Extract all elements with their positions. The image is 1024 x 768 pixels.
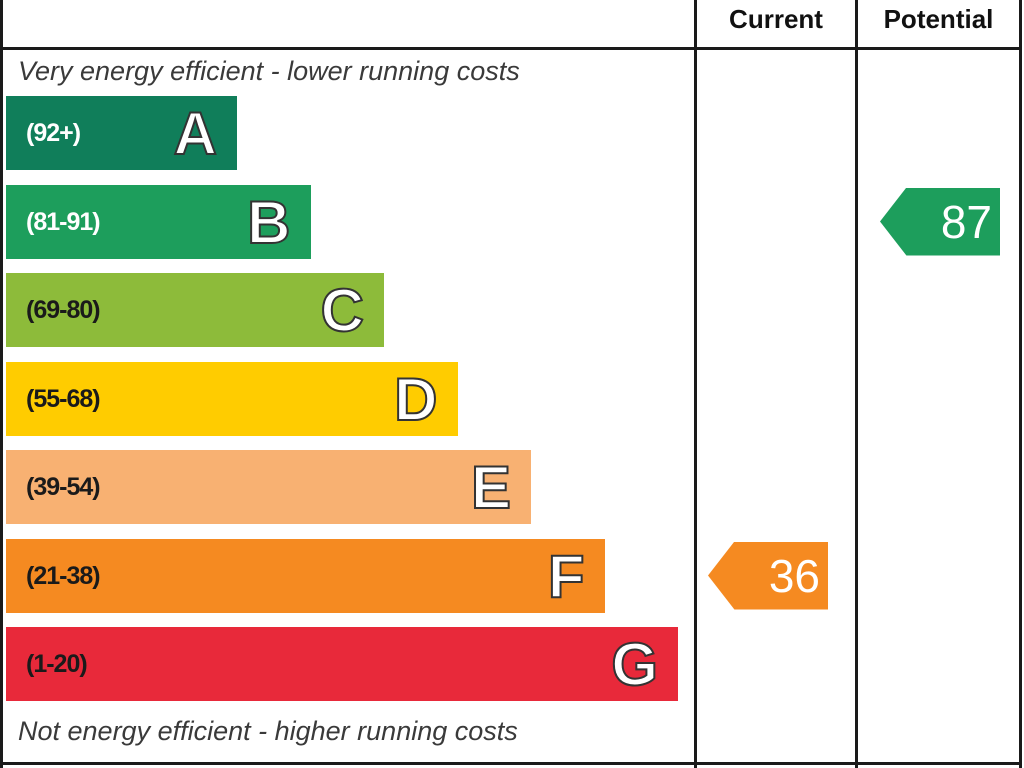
band-letter: C [320,276,365,345]
top-caption: Very energy efficient - lower running co… [18,56,520,86]
header-rule [0,47,1022,50]
band-range-label: (69-80) [26,296,101,324]
band-range-label: (81-91) [26,207,101,236]
band-range-label: (1-20) [26,650,88,678]
band-letter: E [470,453,512,522]
band-letter: A [173,99,218,168]
bottom-caption: Not energy efficient - higher running co… [18,716,518,746]
band-range-label: (55-68) [26,384,101,413]
current-rating-arrow: 36 [708,541,828,610]
band-letter: F [547,542,586,611]
potential-column-header: Potential [883,4,994,34]
left-border [0,0,3,768]
band-range-label: (21-38) [26,561,101,590]
rating-band-b: (81-91) B [6,184,311,259]
current-rating-value: 36 [768,549,820,602]
divider-potential [855,0,858,768]
rating-band-a: (92+) A [6,96,237,170]
right-border [1019,0,1022,768]
current-column-header: Current [729,4,823,34]
band-letter: B [246,188,291,257]
bottom-rule [0,762,1022,765]
potential-rating-value: 87 [940,195,992,248]
band-range-label: (39-54) [26,473,101,501]
rating-band-d: (55-68) D [6,361,458,436]
rating-band-c: (69-80) C [6,273,384,347]
band-range-label: (92+) [26,119,81,147]
rating-band-f: (21-38) F [6,538,605,613]
rating-band-g: (1-20) G [6,627,678,701]
band-letter: G [610,630,659,699]
potential-rating-arrow: 87 [880,187,1000,256]
divider-current [694,0,697,768]
rating-band-e: (39-54) E [6,450,531,524]
band-letter: D [393,365,438,434]
